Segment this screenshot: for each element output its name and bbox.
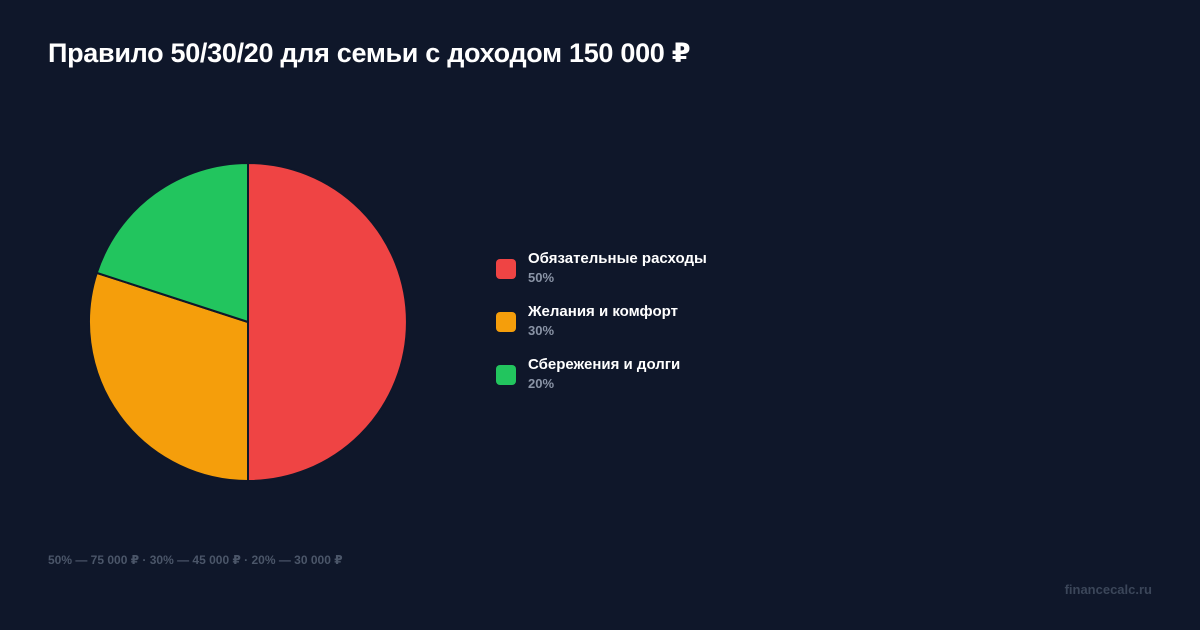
pie-slice-wants bbox=[88, 271, 249, 482]
page-title: Правило 50/30/20 для семьи с доходом 150… bbox=[48, 38, 691, 68]
legend-swatch-savings bbox=[496, 365, 516, 385]
legend-swatch-wants bbox=[496, 312, 516, 332]
amounts-footnote: 50% — 75 000 ₽ · 30% — 45 000 ₽ · 20% — … bbox=[48, 553, 343, 567]
legend-value: 30% bbox=[528, 323, 555, 338]
legend-label: Желания и комфорт bbox=[528, 303, 678, 320]
legend-value: 50% bbox=[528, 270, 555, 285]
brand-watermark: financecalc.ru bbox=[1064, 582, 1152, 597]
pie-chart-svg bbox=[88, 162, 408, 482]
legend-value: 20% bbox=[528, 376, 555, 391]
pie-slice-savings bbox=[95, 162, 249, 323]
pie-chart bbox=[88, 161, 408, 483]
legend-swatch-needs bbox=[496, 259, 516, 279]
pie-slice-needs bbox=[247, 162, 408, 482]
legend-label: Обязательные расходы bbox=[528, 250, 707, 267]
legend-label: Сбережения и долги bbox=[528, 356, 681, 373]
